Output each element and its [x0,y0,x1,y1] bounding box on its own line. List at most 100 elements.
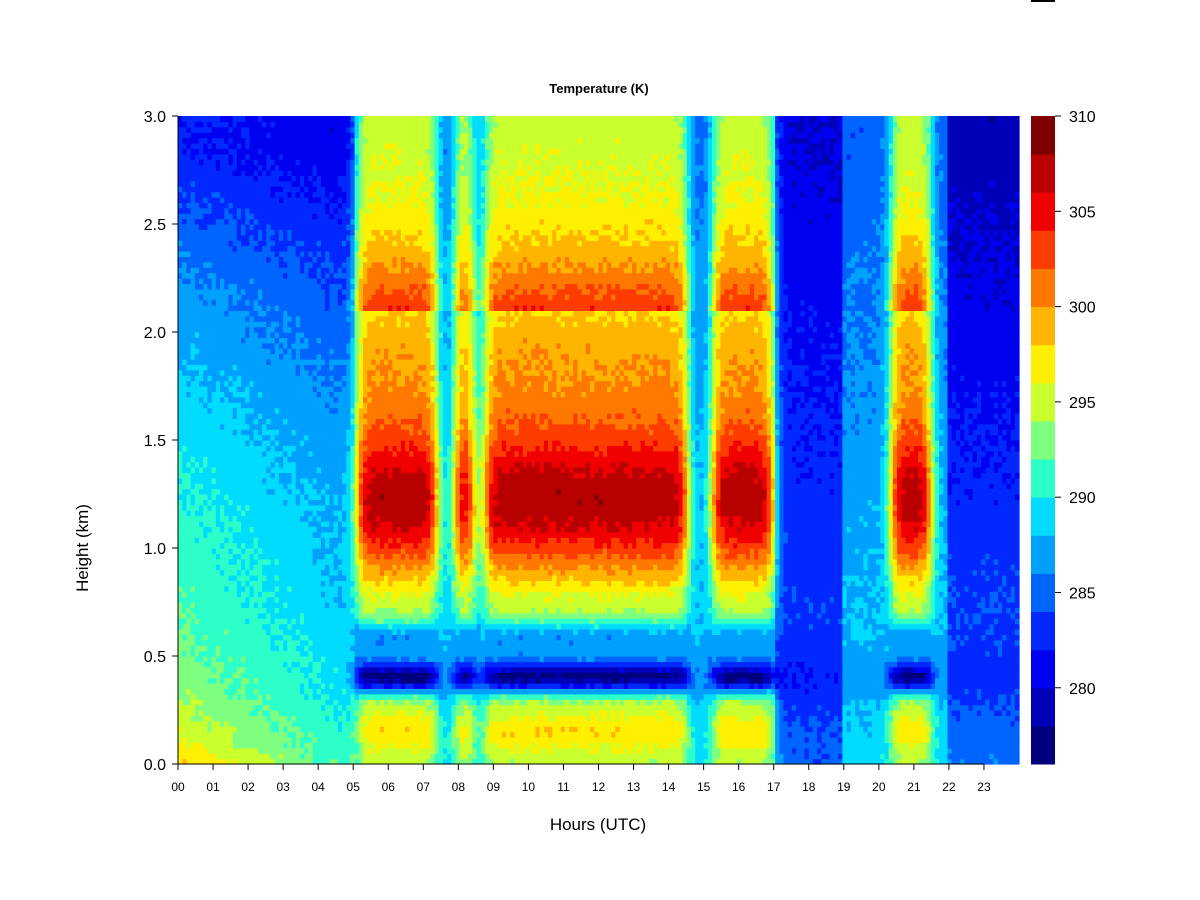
heatmap-cell [182,148,187,154]
heatmap-cell [199,202,204,208]
heatmap-cell [329,683,334,689]
heatmap-cell [346,294,351,300]
heatmap-cell [308,386,313,392]
heatmap-cell [275,699,280,705]
heatmap-cell [258,316,263,322]
heatmap-cell [249,375,254,381]
heatmap-cell [262,532,267,538]
heatmap-cell [279,413,284,419]
heatmap-cell [228,348,233,354]
heatmap-cell [325,602,330,608]
heatmap-cell [346,510,351,516]
heatmap-cell [178,364,183,370]
heatmap-cell [279,278,284,284]
heatmap-cell [186,510,191,516]
heatmap-cell [321,543,326,549]
heatmap-cell [271,580,276,586]
heatmap-cell [321,327,326,333]
heatmap-cell [178,224,183,230]
heatmap-cell [271,402,276,408]
heatmap-cell [207,559,212,565]
heatmap-cell [313,634,318,640]
heatmap-cell [338,208,343,214]
heatmap-cell [350,645,355,651]
heatmap-cell [186,483,191,489]
heatmap-cell [262,499,267,505]
heatmap-cell [304,424,309,430]
heatmap-cell [212,343,217,349]
heatmap-cell [262,699,267,705]
heatmap-cell [249,273,254,279]
heatmap-cell [283,138,288,144]
heatmap-cell [224,467,229,473]
heatmap-cell [321,359,326,365]
heatmap-cell [329,564,334,570]
heatmap-cell [346,499,351,505]
heatmap-cell [191,543,196,549]
heatmap-cell [304,483,309,489]
heatmap-cell [182,553,187,559]
heatmap-cell [271,440,276,446]
heatmap-cell [195,742,200,748]
heatmap-cell [279,175,284,181]
heatmap-cell [212,732,217,738]
heatmap-cell [249,510,254,516]
heatmap-cell [245,170,250,176]
heatmap-cell [279,229,284,235]
heatmap-cell [199,310,204,316]
heatmap-cell [182,732,187,738]
heatmap-cell [199,456,204,462]
heatmap-cell [228,705,233,711]
heatmap-cell [325,354,330,360]
heatmap-cell [275,634,280,640]
heatmap-cell [292,548,297,554]
heatmap-cell [279,192,284,198]
heatmap-cell [308,402,313,408]
heatmap-cell [258,343,263,349]
heatmap-cell [275,553,280,559]
heatmap-cell [199,537,204,543]
heatmap-cell [266,332,271,338]
heatmap-cell [178,715,183,721]
heatmap-cell [178,418,183,424]
heatmap-cell [334,121,339,127]
heatmap-cell [350,742,355,748]
heatmap-cell [292,472,297,478]
heatmap-cell [186,208,191,214]
heatmap-cell [292,699,297,705]
heatmap-cell [249,418,254,424]
heatmap-cell [266,748,271,754]
heatmap-cell [191,521,196,527]
heatmap-cell [186,532,191,538]
heatmap-cell [275,289,280,295]
heatmap-cell [186,661,191,667]
heatmap-cell [283,602,288,608]
heatmap-cell [317,138,322,144]
heatmap-cell [195,186,200,192]
heatmap-cell [233,499,238,505]
heatmap-cell [266,678,271,684]
heatmap-cell [342,753,347,759]
heatmap-cell [292,624,297,630]
heatmap-cell [258,240,263,246]
heatmap-cell [245,391,250,397]
heatmap-cell [321,375,326,381]
heatmap-cell [203,348,208,354]
heatmap-cell [308,451,313,457]
heatmap-cell [228,618,233,624]
heatmap-cell [228,359,233,365]
heatmap-cell [271,148,276,154]
heatmap-cell [224,294,229,300]
heatmap-cell [313,613,318,619]
heatmap-cell [350,726,355,732]
heatmap-cell [317,537,322,543]
heatmap-cell [178,472,183,478]
heatmap-cell [329,478,334,484]
heatmap-cell [220,472,225,478]
heatmap-cell [195,165,200,171]
heatmap-cell [325,532,330,538]
heatmap-cell [279,386,284,392]
heatmap-cell [245,753,250,759]
heatmap-cell [182,543,187,549]
heatmap-cell [220,753,225,759]
